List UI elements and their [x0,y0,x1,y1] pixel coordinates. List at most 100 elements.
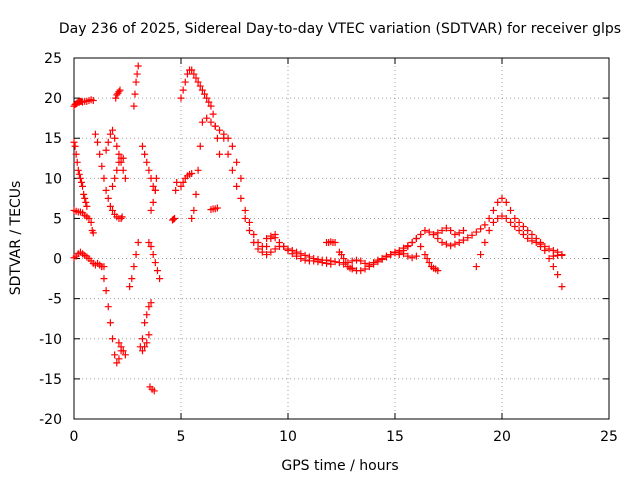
data-point [447,226,455,234]
data-point [138,142,146,150]
data-point [102,287,110,295]
data-point [267,232,275,240]
data-point [233,158,241,166]
data-point [459,236,467,244]
data-point [79,182,87,190]
series-glps-ag [472,212,545,271]
data-point [558,251,566,259]
data-point [151,186,159,194]
series-glps-u [177,66,224,158]
data-point [442,240,450,248]
data-point [216,150,224,158]
data-point [109,335,117,343]
series-glps-v [188,114,245,222]
data-point [387,251,395,259]
data-point [323,259,331,267]
data-point [94,138,102,146]
data-point [109,182,117,190]
y-tick-label: 20 [44,91,62,107]
data-point [528,237,536,245]
data-point [188,170,196,178]
series-glps-l [130,62,142,110]
data-point [275,239,283,247]
data-point [77,178,85,186]
data-point [425,228,433,236]
data-point [203,94,211,102]
data-point [194,166,202,174]
data-point [72,150,80,158]
data-point [113,166,121,174]
data-point [196,82,204,90]
data-point [502,198,510,206]
data-point [485,226,493,234]
data-point [147,206,155,214]
axis-ticks [73,57,610,420]
data-point [82,198,90,206]
data-point [119,347,127,355]
series-glps-e [91,130,126,222]
data-point [177,182,185,190]
data-point [100,275,108,283]
data-point [115,150,123,158]
data-point [344,259,352,267]
data-point [150,387,158,395]
data-point [98,263,106,271]
data-point [207,118,215,126]
data-point [395,251,403,259]
y-tick-label: -10 [39,332,62,348]
series-glps-r [147,174,160,214]
data-point [130,263,138,271]
data-point [489,218,497,226]
data-point [145,166,153,174]
data-point [361,259,369,267]
data-point [507,218,515,226]
data-point [190,70,198,78]
data-point [100,174,108,182]
data-point [293,252,301,260]
data-point [404,243,412,251]
data-point [421,226,429,234]
data-point [131,90,139,98]
data-point [357,257,365,265]
data-point [205,98,213,106]
data-point [179,178,187,186]
series-glps-t [177,170,196,190]
data-point [327,260,335,268]
data-point [233,182,241,190]
data-point [106,202,114,210]
x-tick-label: 10 [279,429,297,445]
data-point [288,250,296,258]
data-point [203,114,211,122]
y-tick-label: -5 [48,292,62,308]
x-tick-labels: 0 5 10 15 20 25 [70,429,618,445]
data-point [102,146,110,154]
data-point [115,339,123,347]
data-point [554,271,562,279]
data-point [310,257,318,265]
data-point [263,251,271,259]
data-point [70,138,78,146]
data-point [425,259,433,267]
data-point [73,158,81,166]
data-point [170,215,178,223]
data-point [104,138,112,146]
data-point [145,239,153,247]
data-point [188,66,196,74]
data-point [404,252,412,260]
data-point [188,214,196,222]
data-point [224,150,232,158]
data-point [151,259,159,267]
data-point [502,214,510,222]
data-point [172,186,180,194]
series-glps-ad [395,224,467,259]
data-point [119,166,127,174]
series-glps-s [168,178,181,224]
series-glps-i [112,86,124,102]
series-glps-h [109,154,127,190]
data-point [477,251,485,259]
data-point [348,257,356,265]
x-tick-label: 25 [600,429,618,445]
data-point [537,243,545,251]
data-point [408,239,416,247]
